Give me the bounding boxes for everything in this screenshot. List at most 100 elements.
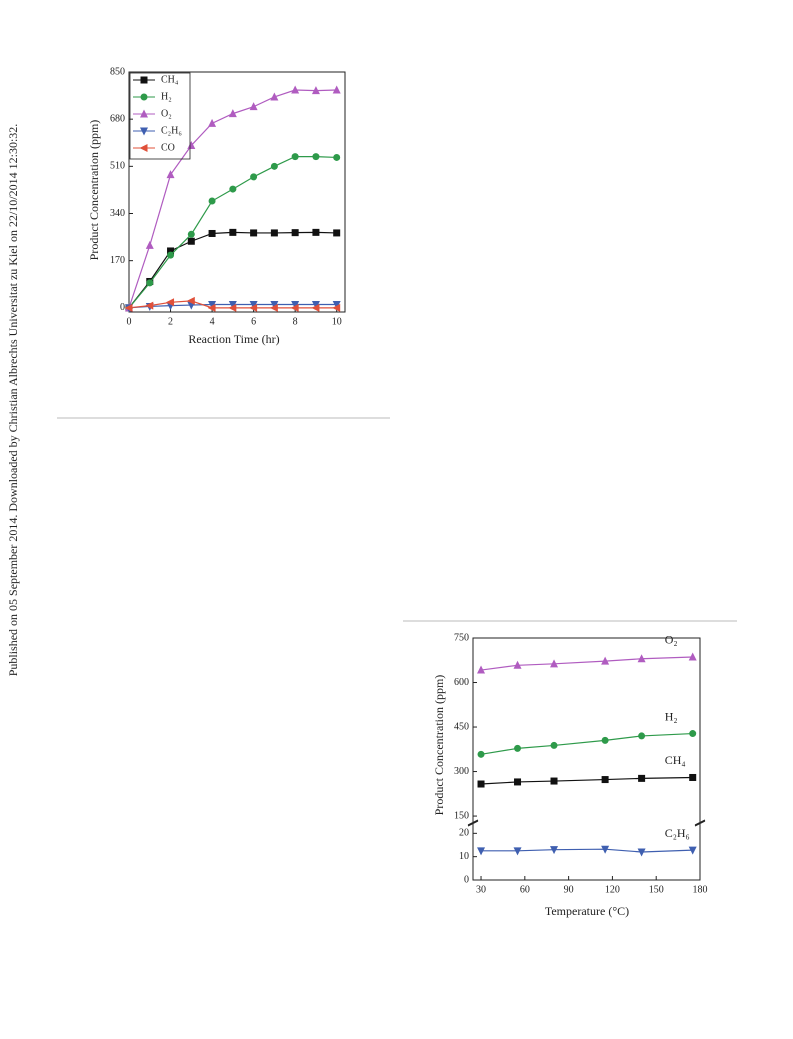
side-note: Published on 05 September 2014. Download… — [6, 124, 20, 677]
marker — [689, 773, 697, 781]
marker — [207, 303, 216, 312]
marker — [601, 656, 610, 665]
marker — [187, 141, 196, 150]
marker — [477, 750, 485, 758]
marker — [688, 846, 697, 855]
marker — [166, 298, 175, 307]
marker — [477, 665, 486, 674]
marker — [167, 251, 175, 259]
marker — [208, 229, 216, 237]
marker — [187, 237, 195, 245]
series-line — [480, 732, 693, 755]
x-tick-label: 10 — [332, 316, 342, 327]
marker — [270, 301, 279, 310]
x-tick-label: 90 — [564, 884, 574, 895]
marker — [249, 301, 258, 310]
x-tick-label: 180 — [693, 884, 708, 895]
axis-frame — [472, 637, 701, 881]
marker — [291, 85, 300, 94]
legend-label: CH₄ — [161, 74, 179, 85]
marker — [601, 845, 610, 854]
marker — [689, 730, 697, 738]
y-tick-label: 750 — [454, 632, 469, 643]
x-axis-label: Reaction Time (hr) — [188, 332, 279, 346]
series-line — [128, 89, 337, 309]
series-label: C₂H₆ — [665, 826, 690, 840]
legend-label: H₂ — [161, 91, 172, 102]
series-line — [480, 776, 693, 785]
marker — [514, 744, 522, 752]
marker — [208, 301, 217, 310]
legend-box — [129, 72, 191, 160]
x-tick-label: 0 — [127, 316, 132, 327]
marker — [270, 92, 279, 101]
marker — [477, 847, 486, 856]
marker — [550, 777, 558, 785]
marker — [550, 659, 559, 668]
marker — [291, 229, 299, 237]
marker — [332, 301, 341, 310]
marker — [140, 127, 148, 136]
marker — [513, 847, 522, 856]
marker — [270, 229, 278, 237]
marker — [145, 240, 154, 249]
marker — [311, 86, 320, 95]
legend-label: CO — [161, 142, 175, 153]
marker — [637, 654, 646, 663]
y-tick-label: 680 — [110, 113, 125, 124]
marker — [312, 153, 320, 161]
marker — [166, 170, 175, 179]
marker — [139, 144, 148, 152]
marker — [312, 228, 320, 236]
marker — [250, 173, 258, 181]
x-tick-label: 4 — [210, 316, 215, 327]
series-label: O₂ — [665, 633, 678, 647]
y-axis-label: Product Concentration (ppm) — [87, 120, 101, 261]
marker — [311, 301, 320, 310]
marker — [332, 85, 341, 94]
y-tick-label: 300 — [454, 766, 469, 777]
marker — [167, 247, 175, 255]
axis-break — [694, 819, 706, 827]
y-tick-label: 0 — [464, 874, 469, 885]
marker — [140, 109, 148, 118]
series-label: CH₄ — [665, 753, 686, 767]
legend-label: O₂ — [161, 108, 172, 119]
y-tick-label: 150 — [454, 810, 469, 821]
series-label: H₂ — [665, 709, 678, 723]
axis-break — [467, 819, 479, 827]
marker — [601, 776, 609, 784]
y-tick-label: 10 — [459, 851, 469, 862]
marker — [550, 846, 559, 855]
x-tick-label: 8 — [293, 316, 298, 327]
marker — [477, 780, 485, 788]
series-line — [480, 656, 693, 671]
marker — [550, 741, 558, 749]
marker — [270, 162, 278, 170]
x-tick-label: 30 — [476, 884, 486, 895]
y-tick-label: 170 — [110, 255, 125, 266]
marker — [333, 153, 341, 161]
marker — [311, 303, 320, 312]
x-tick-label: 60 — [520, 884, 530, 895]
marker — [637, 848, 646, 857]
x-tick-label: 120 — [605, 884, 620, 895]
axis-frame — [128, 71, 346, 313]
marker — [638, 732, 646, 740]
marker — [208, 118, 217, 127]
marker — [187, 230, 195, 238]
marker — [228, 303, 237, 312]
marker — [186, 296, 195, 305]
marker — [249, 303, 258, 312]
marker — [146, 279, 154, 287]
marker — [688, 652, 697, 661]
y-tick-label: 340 — [110, 208, 125, 219]
marker — [140, 93, 148, 101]
marker — [228, 109, 237, 118]
series-line — [481, 848, 693, 853]
y-tick-label: 510 — [110, 161, 125, 172]
y-tick-label: 850 — [110, 66, 125, 77]
y-tick-label: 0 — [120, 302, 125, 313]
